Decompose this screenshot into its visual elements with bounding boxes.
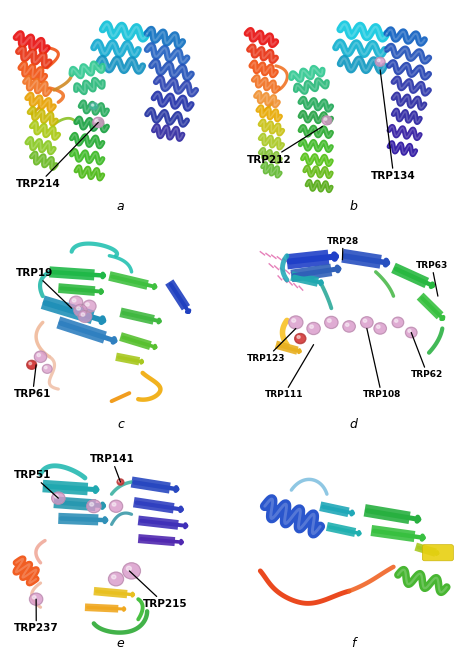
Text: e: e: [117, 636, 124, 650]
Circle shape: [29, 593, 43, 605]
Circle shape: [74, 304, 87, 317]
Circle shape: [109, 572, 124, 586]
Text: TRP61: TRP61: [14, 365, 51, 399]
Circle shape: [42, 364, 52, 373]
Circle shape: [90, 102, 98, 110]
FancyBboxPatch shape: [422, 545, 454, 561]
Circle shape: [295, 334, 306, 344]
Circle shape: [52, 492, 65, 504]
Text: TRP212: TRP212: [247, 126, 322, 165]
Circle shape: [377, 59, 380, 62]
Circle shape: [346, 323, 349, 327]
Text: c: c: [117, 418, 124, 432]
Circle shape: [361, 317, 373, 328]
Circle shape: [310, 325, 313, 329]
Text: TRP51: TRP51: [14, 470, 58, 498]
Circle shape: [55, 495, 58, 498]
Circle shape: [45, 366, 47, 369]
Circle shape: [78, 311, 91, 323]
Text: TRP19: TRP19: [16, 268, 72, 309]
Circle shape: [34, 351, 47, 362]
Circle shape: [95, 120, 98, 122]
Text: TRP111: TRP111: [265, 344, 314, 399]
Text: TRP134: TRP134: [371, 70, 416, 181]
Circle shape: [37, 354, 40, 356]
Circle shape: [297, 336, 300, 338]
Circle shape: [376, 325, 380, 329]
Circle shape: [123, 563, 140, 579]
Circle shape: [325, 317, 338, 329]
Circle shape: [85, 303, 89, 306]
Text: d: d: [350, 418, 357, 432]
Text: TRP141: TRP141: [90, 454, 134, 482]
Circle shape: [322, 116, 332, 125]
Text: f: f: [351, 636, 356, 650]
Circle shape: [29, 362, 32, 364]
Text: TRP237: TRP237: [14, 599, 59, 634]
Circle shape: [363, 319, 367, 323]
Circle shape: [118, 480, 120, 482]
Circle shape: [83, 300, 96, 313]
Text: TRP108: TRP108: [363, 329, 401, 399]
Text: TRP214: TRP214: [16, 122, 98, 189]
Circle shape: [91, 104, 94, 106]
Circle shape: [405, 327, 417, 338]
Text: TRP215: TRP215: [129, 571, 187, 609]
Circle shape: [374, 323, 386, 334]
Circle shape: [87, 500, 101, 513]
Text: TRP28: TRP28: [327, 237, 359, 260]
Text: a: a: [117, 200, 124, 213]
Circle shape: [127, 566, 131, 571]
Circle shape: [408, 329, 411, 332]
Circle shape: [32, 596, 36, 599]
Circle shape: [392, 317, 404, 328]
Circle shape: [112, 503, 116, 506]
Circle shape: [90, 503, 94, 506]
Circle shape: [343, 321, 356, 332]
Circle shape: [117, 479, 124, 485]
Circle shape: [328, 319, 331, 323]
Circle shape: [394, 319, 398, 323]
Circle shape: [307, 323, 320, 334]
Circle shape: [81, 313, 85, 317]
Circle shape: [93, 117, 104, 128]
Circle shape: [109, 500, 123, 512]
Circle shape: [72, 299, 76, 302]
Circle shape: [27, 360, 36, 369]
Circle shape: [292, 319, 296, 323]
Circle shape: [69, 296, 83, 309]
Text: TRP123: TRP123: [247, 329, 296, 363]
Circle shape: [375, 57, 385, 66]
Circle shape: [289, 316, 303, 329]
Text: TRP63: TRP63: [416, 261, 448, 296]
Circle shape: [77, 307, 81, 310]
Text: TRP62: TRP62: [411, 332, 444, 379]
Circle shape: [324, 118, 327, 120]
Circle shape: [112, 575, 116, 579]
Text: b: b: [350, 200, 357, 213]
